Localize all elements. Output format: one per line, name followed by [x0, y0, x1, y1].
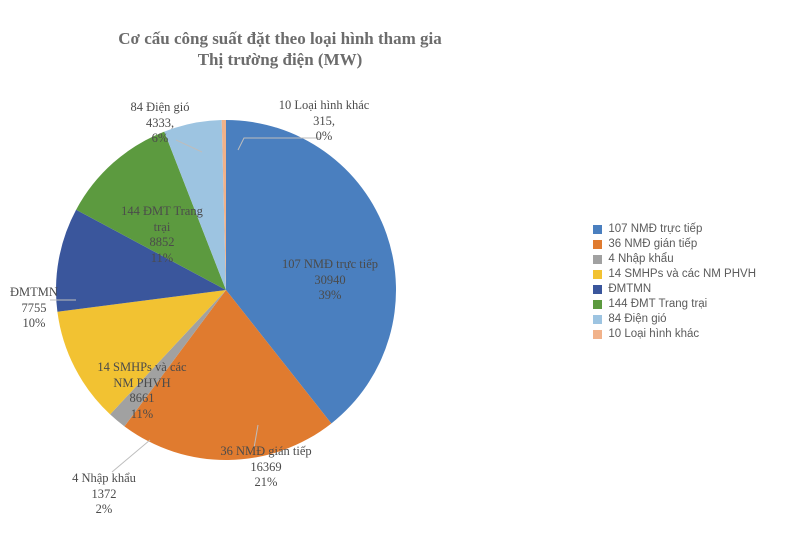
legend-label: 4 Nhập khẩu: [608, 253, 673, 265]
legend: 107 NMĐ trực tiếp 36 NMĐ gián tiếp 4 Nhập …: [593, 220, 756, 343]
legend-swatch: [593, 225, 602, 234]
legend-label: ĐMTMN: [608, 283, 651, 295]
legend-label: 14 SMHPs và các NM PHVH: [608, 268, 756, 280]
chart-container: Cơ cấu công suất đặt theo loại hình tham…: [0, 0, 800, 533]
legend-item: 10 Loại hình khác: [593, 328, 756, 340]
legend-item: ĐMTMN: [593, 283, 756, 295]
leader-line: [238, 138, 320, 150]
legend-item: 36 NMĐ gián tiếp: [593, 238, 756, 250]
legend-swatch: [593, 300, 602, 309]
legend-item: 4 Nhập khẩu: [593, 253, 756, 265]
legend-swatch: [593, 315, 602, 324]
legend-label: 36 NMĐ gián tiếp: [608, 238, 697, 250]
legend-swatch: [593, 270, 602, 279]
legend-swatch: [593, 255, 602, 264]
leader-line: [254, 425, 258, 448]
leader-line: [176, 140, 202, 152]
leader-line: [112, 440, 150, 472]
legend-label: 10 Loại hình khác: [608, 328, 699, 340]
legend-label: 107 NMĐ trực tiếp: [608, 223, 702, 235]
legend-swatch: [593, 240, 602, 249]
legend-swatch: [593, 330, 602, 339]
legend-label: 144 ĐMT Trang trại: [608, 298, 707, 310]
legend-item: 107 NMĐ trực tiếp: [593, 223, 756, 235]
legend-label: 84 Điện gió: [608, 313, 666, 325]
legend-item: 84 Điện gió: [593, 313, 756, 325]
legend-swatch: [593, 285, 602, 294]
legend-item: 14 SMHPs và các NM PHVH: [593, 268, 756, 280]
legend-item: 144 ĐMT Trang trại: [593, 298, 756, 310]
